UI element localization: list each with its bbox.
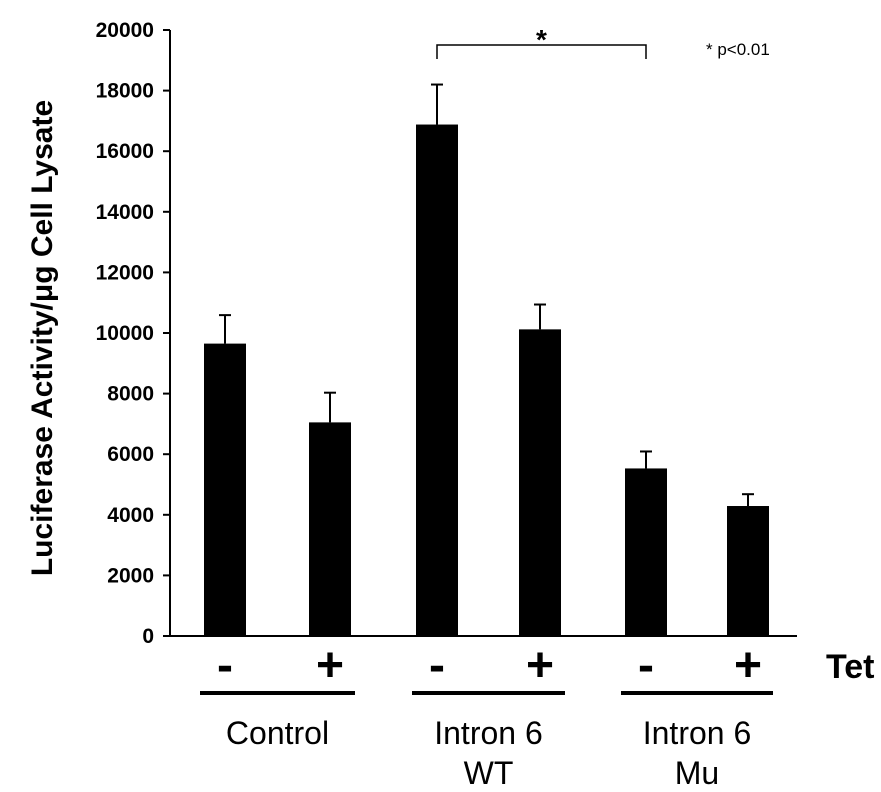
tet-sign-label: - xyxy=(429,639,445,692)
y-tick-label: 8000 xyxy=(107,383,154,406)
significance-marker: * xyxy=(536,24,547,55)
y-tick-label: 2000 xyxy=(107,564,154,587)
group-label: Intron 6 xyxy=(643,715,752,751)
group-label: Control xyxy=(226,715,329,751)
bar xyxy=(519,329,561,636)
bar xyxy=(309,422,351,636)
y-tick-label: 4000 xyxy=(107,504,154,527)
bar xyxy=(625,468,667,636)
y-tick-label: 0 xyxy=(142,625,154,648)
y-tick-label: 12000 xyxy=(96,261,154,284)
y-tick-label: 10000 xyxy=(96,322,154,345)
bar xyxy=(204,343,246,636)
bar xyxy=(416,124,458,636)
tet-sign-label: - xyxy=(217,639,233,692)
y-tick-label: 18000 xyxy=(96,80,154,103)
significance-note: * p<0.01 xyxy=(706,40,770,59)
tet-sign-label: + xyxy=(316,639,344,692)
tet-sign-label: + xyxy=(734,639,762,692)
y-axis-label: Luciferase Activity/μg Cell Lysate xyxy=(26,100,59,576)
significance-bracket xyxy=(436,44,647,59)
tet-sign-label: + xyxy=(526,639,554,692)
group-label: WT xyxy=(464,755,514,791)
plot-area: 0 2000 4000 6000 8000 10000 12000 14000 16000 180… xyxy=(96,19,797,791)
group-label: Intron 6 xyxy=(434,715,543,751)
y-tick-label: 20000 xyxy=(96,19,154,42)
tet-sign-label: - xyxy=(638,639,654,692)
group-label: Mu xyxy=(675,755,719,791)
y-tick-label: 14000 xyxy=(96,201,154,224)
bar xyxy=(727,506,769,636)
y-tick-label: 16000 xyxy=(96,140,154,163)
group-underline xyxy=(200,691,355,695)
y-tick-label: 6000 xyxy=(107,443,154,466)
group-underline xyxy=(621,691,773,695)
x-axis-title-tet: Tet xyxy=(826,648,874,686)
group-underline xyxy=(412,691,565,695)
